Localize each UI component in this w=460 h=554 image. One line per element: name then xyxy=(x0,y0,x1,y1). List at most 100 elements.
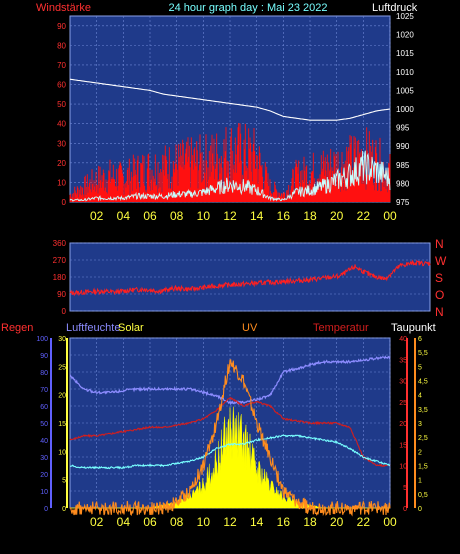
compass-label: N xyxy=(435,237,444,251)
wind-tick-label: 50 xyxy=(57,100,66,109)
temp-tick-label: 35 xyxy=(399,357,407,364)
pressure-tick-label: 1010 xyxy=(396,68,414,77)
pressure-tick-label: 975 xyxy=(396,198,410,207)
rain-tick-label: 20 xyxy=(40,472,48,479)
humidity-series xyxy=(69,355,391,406)
direction-panel-grid xyxy=(70,242,430,312)
gust-series xyxy=(69,150,391,202)
pressure-tick-label: 1000 xyxy=(396,105,414,114)
uv-tick-label: 3 xyxy=(418,421,422,428)
rain-tick-label: 50 xyxy=(40,421,48,428)
uv-tick-label: 1 xyxy=(418,478,422,485)
hour-tick-label: 06 xyxy=(143,515,157,529)
direction-series xyxy=(69,259,431,297)
hour-tick-label: 14 xyxy=(250,209,264,223)
solar-tick-label: 0 xyxy=(62,506,66,513)
pressure-tick-label: 1025 xyxy=(396,12,414,21)
climate-panel-axes: 0102030405060708090100051015202530051015… xyxy=(36,336,428,529)
wind-tick-label: 60 xyxy=(57,81,66,90)
wind-tick-label: 10 xyxy=(57,178,66,187)
hour-tick-label: 06 xyxy=(143,209,157,223)
pressure-series xyxy=(69,78,391,121)
hour-tick-label: 04 xyxy=(117,515,131,529)
hour-tick-label: 08 xyxy=(170,209,184,223)
pressure-tick-label: 995 xyxy=(396,124,410,133)
hour-tick-label: 20 xyxy=(330,209,344,223)
temp-tick-label: 25 xyxy=(399,400,407,407)
wind-axis-title: Windstärke xyxy=(36,2,91,14)
rain-tick-label: 70 xyxy=(40,387,48,394)
direction-tick-label: 0 xyxy=(62,307,67,316)
temp-tick-label: 40 xyxy=(399,336,407,343)
uv-tick-label: 0 xyxy=(418,506,422,513)
pressure-tick-label: 980 xyxy=(396,179,410,188)
pressure-tick-label: 1005 xyxy=(396,86,414,95)
solar-tick-label: 30 xyxy=(58,336,66,343)
temp-axis-bar xyxy=(406,338,408,508)
solar-tick-label: 20 xyxy=(58,393,66,400)
solar-axis-bar xyxy=(66,338,68,508)
rain-tick-label: 100 xyxy=(36,336,48,343)
hour-tick-label: 12 xyxy=(223,209,237,223)
pressure-tick-label: 1020 xyxy=(396,31,414,40)
climate-panel-plot xyxy=(69,355,391,517)
uv-tick-label: 0,5 xyxy=(418,492,428,499)
pressure-tick-label: 985 xyxy=(396,161,410,170)
temp-tick-label: 0 xyxy=(403,506,407,513)
legend-dewpoint: Taupunkt xyxy=(391,322,436,334)
legend-humidity: Luftfeuchte xyxy=(66,322,120,334)
temp-tick-label: 15 xyxy=(399,442,407,449)
wind-tick-label: 0 xyxy=(62,198,67,207)
uv-tick-label: 5,5 xyxy=(418,350,428,357)
hour-tick-label: 22 xyxy=(357,515,371,529)
hour-tick-label: 02 xyxy=(90,209,104,223)
solar-tick-label: 5 xyxy=(62,478,66,485)
direction-tick-label: 180 xyxy=(53,273,67,282)
rain-axis-bar xyxy=(50,338,52,508)
wind-panel-axes: 0102030405060708090975980985990995100010… xyxy=(57,12,414,223)
rain-tick-label: 40 xyxy=(40,438,48,445)
hour-tick-label: 20 xyxy=(330,515,344,529)
wind-panel-plot xyxy=(69,78,391,202)
direction-tick-label: 270 xyxy=(53,256,67,265)
uv-tick-label: 4,5 xyxy=(418,379,428,386)
direction-tick-label: 360 xyxy=(53,239,67,248)
legend-temperature: Temperatur xyxy=(313,322,369,334)
hour-tick-label: 00 xyxy=(383,209,397,223)
hour-tick-label: 10 xyxy=(197,515,211,529)
hour-tick-label: 18 xyxy=(303,209,317,223)
hour-tick-label: 12 xyxy=(223,515,237,529)
solar-tick-label: 10 xyxy=(58,449,66,456)
temp-tick-label: 30 xyxy=(399,379,407,386)
wind-tick-label: 20 xyxy=(57,159,66,168)
wind-tick-label: 70 xyxy=(57,61,66,70)
rain-tick-label: 60 xyxy=(40,404,48,411)
uv-tick-label: 5 xyxy=(418,364,422,371)
uv-tick-label: 3,5 xyxy=(418,407,428,414)
temp-tick-label: 5 xyxy=(403,485,407,492)
hour-tick-label: 04 xyxy=(117,209,131,223)
hour-tick-label: 02 xyxy=(90,515,104,529)
rain-tick-label: 0 xyxy=(44,506,48,513)
rain-tick-label: 30 xyxy=(40,455,48,462)
dewpoint-series xyxy=(69,434,391,470)
direction-tick-label: 90 xyxy=(57,290,66,299)
rain-tick-label: 10 xyxy=(40,489,48,496)
hour-tick-label: 16 xyxy=(277,515,291,529)
temp-tick-label: 20 xyxy=(399,421,407,428)
compass-label: W xyxy=(435,254,447,268)
compass-label: N xyxy=(435,305,444,319)
uv-axis-bar xyxy=(414,338,416,508)
pressure-tick-label: 1015 xyxy=(396,49,414,58)
pressure-axis-title: Luftdruck xyxy=(372,2,418,14)
rain-tick-label: 90 xyxy=(40,353,48,360)
wind-tick-label: 30 xyxy=(57,139,66,148)
direction-panel-plot xyxy=(69,259,431,297)
wind-tick-label: 90 xyxy=(57,22,66,31)
legend-uv: UV xyxy=(242,322,258,334)
rain-tick-label: 80 xyxy=(40,370,48,377)
temp-tick-label: 10 xyxy=(399,464,407,471)
hour-tick-label: 18 xyxy=(303,515,317,529)
hour-tick-label: 08 xyxy=(170,515,184,529)
